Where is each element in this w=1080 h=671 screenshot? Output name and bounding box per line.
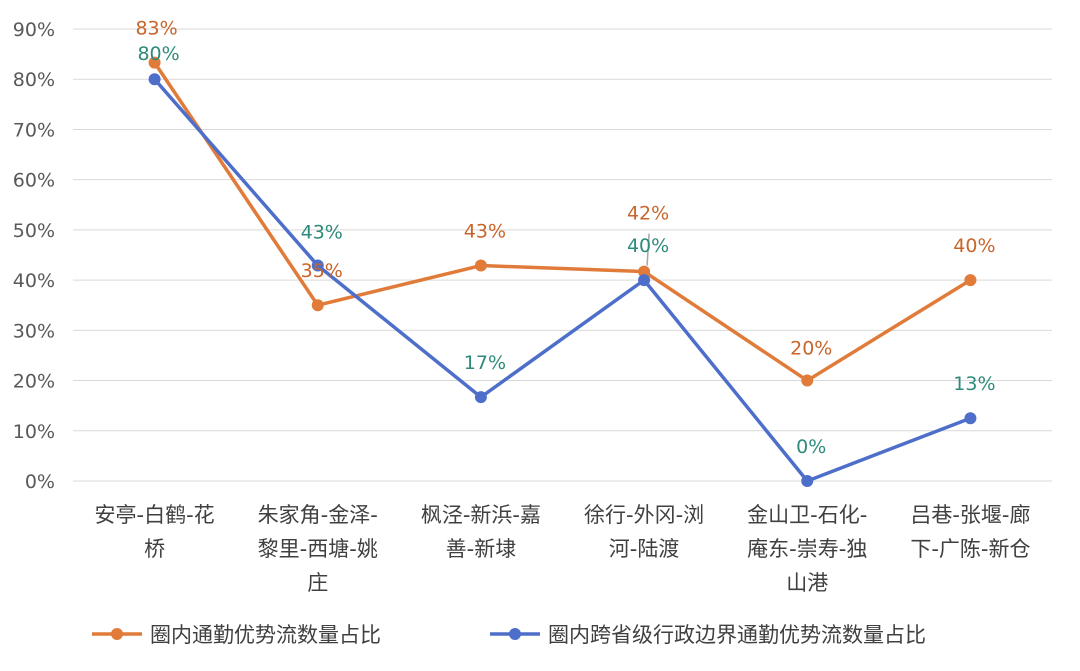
data-labels: 83% 35% 43% 42% 20% 40% 80% 43% 17% 40% 0% 13% — [135, 18, 995, 458]
data-label: 43% — [464, 221, 506, 243]
x-tick-label: 庄 — [307, 571, 328, 595]
data-label: 83% — [135, 18, 177, 40]
y-tick-label: 50% — [13, 220, 55, 242]
legend-swatch-marker — [111, 628, 123, 640]
x-tick-label: 善-新埭 — [446, 537, 517, 561]
y-tick-label: 20% — [13, 371, 55, 393]
data-point-1 — [148, 73, 161, 86]
data-label: 17% — [464, 352, 506, 374]
y-axis: 0% 10% 20% 30% 40% 50% 60% 70% 80% 90% — [13, 19, 55, 493]
data-point-1 — [474, 391, 487, 404]
data-point-0 — [801, 374, 814, 387]
data-label: 80% — [137, 43, 179, 65]
y-tick-label: 80% — [13, 69, 55, 91]
data-point-1 — [801, 475, 814, 487]
x-tick-label: 桥 — [144, 537, 165, 561]
data-label: 0% — [796, 436, 826, 458]
x-tick-label: 金山卫-石化- — [747, 503, 867, 527]
data-label: 42% — [627, 203, 669, 225]
legend-label: 圈内跨省级行政边界通勤优势流数量占比 — [548, 623, 926, 647]
data-label: 43% — [301, 222, 343, 244]
x-tick-label: 庵东-崇寿-独 — [747, 537, 867, 561]
data-point-1 — [964, 412, 977, 425]
x-tick-label: 朱家角-金泽- — [258, 503, 378, 527]
x-tick-label: 安亭-白鹤-花 — [95, 503, 215, 527]
data-point-0 — [148, 56, 161, 69]
y-tick-label: 30% — [13, 320, 55, 342]
legend-swatch-marker — [509, 628, 521, 640]
x-axis: 安亭-白鹤-花桥 朱家角-金泽- 黎里-西塘-姚庄 枫泾-新浜-嘉善-新埭 徐行-外冈-… — [95, 503, 1031, 595]
y-tick-label: 40% — [13, 270, 55, 292]
data-label: 20% — [790, 338, 832, 360]
data-point-0 — [638, 265, 651, 278]
data-label: 35% — [301, 260, 343, 282]
x-tick-label: 黎里-西塘-姚 — [258, 537, 378, 561]
x-tick-label: 吕巷-张堰-廊 — [910, 503, 1030, 527]
legend-label: 圈内通勤优势流数量占比 — [150, 623, 381, 647]
data-point-0 — [474, 259, 487, 272]
series-line-0 — [153, 61, 972, 383]
data-label: 40% — [627, 235, 669, 257]
data-point-0 — [311, 299, 324, 312]
data-point-1 — [638, 274, 651, 287]
legend: 圈内通勤优势流数量占比 圈内跨省级行政边界通勤优势流数量占比 — [92, 623, 926, 647]
data-point-1 — [311, 259, 324, 272]
y-tick-label: 0% — [25, 471, 55, 493]
series-line-1 — [153, 78, 972, 483]
x-tick-label: 徐行-外冈-浏 — [584, 503, 704, 527]
gridlines — [73, 28, 1052, 482]
y-tick-label: 70% — [13, 119, 55, 141]
x-tick-label: 河-陆渡 — [609, 537, 680, 561]
x-tick-label: 山港 — [786, 571, 828, 595]
x-tick-label: 枫泾-新浜-嘉 — [421, 503, 541, 527]
y-tick-label: 60% — [13, 170, 55, 192]
x-tick-label: 下-广陈-新仓 — [910, 537, 1030, 561]
data-point-0 — [964, 274, 977, 287]
leader-line — [646, 233, 650, 266]
data-label: 13% — [953, 373, 995, 395]
data-label: 40% — [953, 235, 995, 257]
y-tick-label: 90% — [13, 19, 55, 41]
series-group — [148, 56, 977, 487]
y-tick-label: 10% — [13, 421, 55, 443]
